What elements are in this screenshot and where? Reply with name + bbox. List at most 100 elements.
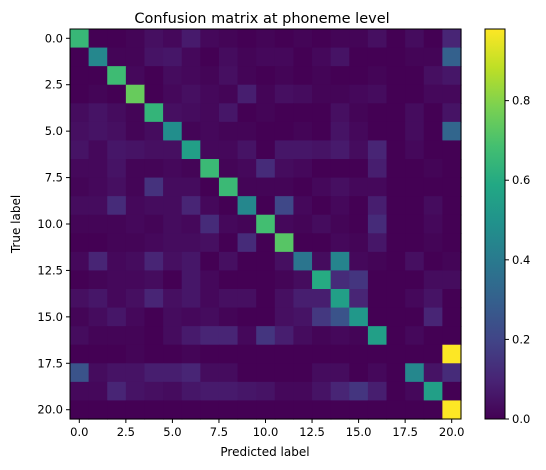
heatmap-cell (312, 400, 332, 420)
heatmap-cell (274, 196, 295, 216)
heatmap-cell (256, 140, 276, 160)
heatmap-cell (330, 326, 350, 346)
heatmap-cell (312, 177, 332, 197)
heatmap-cell (256, 233, 276, 253)
heatmap-cell (237, 196, 257, 216)
heatmap-cell (312, 214, 332, 234)
colorbar-ticks: 0.0 0.2 0.4 0.6 0.8 (505, 94, 530, 426)
heatmap-cell (218, 270, 239, 290)
heatmap-cell (423, 84, 443, 104)
heatmap-cell (330, 381, 350, 402)
heatmap-cell (107, 270, 127, 290)
heatmap-cell (349, 140, 369, 160)
heatmap-cell (107, 121, 127, 142)
heatmap-cell (442, 140, 462, 160)
heatmap-cell (88, 159, 108, 179)
heatmap-cell (88, 307, 108, 327)
heatmap-cell (107, 47, 127, 67)
heatmap-cell (200, 344, 220, 364)
heatmap-cell (218, 66, 239, 86)
heatmap-cell (349, 233, 369, 253)
heatmap-cell (274, 363, 295, 383)
heatmap-cell (274, 270, 295, 290)
heatmap-cell (237, 177, 257, 197)
x-tick-label: 12.5 (299, 425, 325, 439)
heatmap-cell (107, 251, 127, 272)
y-tick-label: 20.0 (37, 403, 63, 417)
heatmap-cell (181, 47, 201, 67)
heatmap-cell (293, 381, 313, 402)
heatmap-cell (442, 214, 462, 234)
heatmap-cell (163, 381, 183, 402)
heatmap-cell (181, 307, 201, 327)
heatmap-cell (367, 326, 388, 346)
x-tick-label: 15.0 (346, 425, 372, 439)
x-axis-ticks: 0.0 2.5 5.0 7.5 10.0 12.5 15.0 17.5 20.0 (70, 419, 464, 439)
heatmap-cell (70, 159, 90, 179)
heatmap-cell (256, 159, 276, 179)
heatmap-cell (237, 66, 257, 86)
heatmap-cell (163, 29, 183, 49)
heatmap-cell (125, 400, 146, 420)
heatmap-cell (218, 121, 239, 142)
heatmap-cell (125, 103, 146, 123)
heatmap-cell (181, 159, 201, 179)
heatmap-cell (405, 196, 425, 216)
heatmap-cell (200, 66, 220, 86)
heatmap-cell (88, 233, 108, 253)
heatmap-cell (70, 270, 90, 290)
heatmap-cell (405, 381, 425, 402)
heatmap-cell (293, 233, 313, 253)
heatmap-cell (163, 289, 183, 309)
heatmap-cell (144, 66, 164, 86)
heatmap-cell (367, 177, 388, 197)
heatmap-cell (423, 307, 443, 327)
heatmap-cell (274, 289, 295, 309)
y-tick-label: 15.0 (37, 310, 63, 324)
heatmap-cell (405, 159, 425, 179)
heatmap-cell (125, 326, 146, 346)
heatmap-cell (367, 344, 388, 364)
x-tick-label: 7.5 (210, 425, 228, 439)
heatmap-cell (386, 140, 406, 160)
heatmap-cell (274, 233, 295, 253)
heatmap-cell (256, 47, 276, 67)
heatmap-cell (405, 400, 425, 420)
colorbar-tick-label: 0.2 (512, 332, 530, 346)
heatmap-cell (256, 400, 276, 420)
heatmap-cell (256, 307, 276, 327)
heatmap-cell (181, 363, 201, 383)
heatmap-cell (405, 177, 425, 197)
heatmap-cell (274, 84, 295, 104)
heatmap-cell (367, 289, 388, 309)
heatmap-cell (144, 103, 164, 123)
heatmap-cell (237, 381, 257, 402)
heatmap-cell (330, 66, 350, 86)
heatmap-cell (274, 214, 295, 234)
heatmap-cell (218, 159, 239, 179)
heatmap-cell (237, 251, 257, 272)
heatmap-cell (163, 307, 183, 327)
heatmap-cell (367, 196, 388, 216)
heatmap-cell (125, 196, 146, 216)
heatmap-cell (405, 103, 425, 123)
heatmap-cell (200, 251, 220, 272)
heatmap-cell (200, 196, 220, 216)
heatmap-cell (330, 344, 350, 364)
heatmap-cell (70, 140, 90, 160)
heatmap-cell (107, 326, 127, 346)
y-tick-label: 2.5 (45, 78, 63, 92)
heatmap-cell (367, 66, 388, 86)
heatmap-cell (256, 289, 276, 309)
heatmap-cell (312, 363, 332, 383)
heatmap-cell (312, 326, 332, 346)
heatmap-cell (218, 47, 239, 67)
heatmap-cell (349, 363, 369, 383)
heatmap-cell (274, 400, 295, 420)
heatmap-cell (200, 47, 220, 67)
heatmap-cell (256, 196, 276, 216)
heatmap-cell (70, 47, 90, 67)
heatmap-cell (88, 103, 108, 123)
heatmap-cell (181, 121, 201, 142)
heatmap-cell (274, 307, 295, 327)
